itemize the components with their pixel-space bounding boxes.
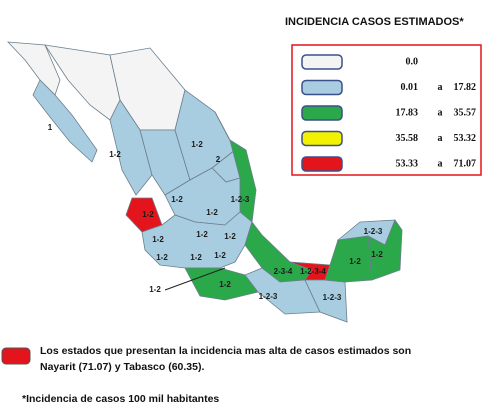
- note-line: Los estados que presentan la incidencia …: [40, 345, 411, 357]
- legend-title: INCIDENCIA CASOS ESTIMADOS*: [285, 16, 464, 28]
- legend-swatch: [301, 79, 343, 96]
- state-label: 1-2: [214, 251, 226, 260]
- state-labels: 1 1-2 1-2 2 1-2-3 1-2 1-2 1-2 1-2 1-2 1-2 1-2 1-2 1-2…: [48, 123, 384, 302]
- state-label: 1-2: [149, 285, 161, 294]
- legend-min: 35.58: [396, 133, 419, 144]
- legend-sep: a: [438, 82, 443, 93]
- footnote: *Incidencia de casos 100 mil habitantes: [22, 393, 219, 405]
- state-label: 2-3-4: [274, 267, 293, 276]
- state-label: 1-2: [152, 235, 164, 244]
- state-label: 1-2: [371, 250, 383, 259]
- legend-min: 0.0: [406, 56, 419, 67]
- note-swatch: [1, 347, 31, 365]
- state-label: 1-2-3: [259, 292, 278, 301]
- state-label: 1-2: [156, 253, 168, 262]
- state: [367, 219, 403, 281]
- state-label: 1-2: [171, 195, 183, 204]
- state: [304, 279, 348, 323]
- state-label: 1-2: [224, 232, 236, 241]
- legend-sep: a: [438, 107, 443, 118]
- legend-sep: a: [438, 158, 443, 169]
- note-line: Nayarit (71.07) y Tabasco (60.35).: [40, 361, 204, 373]
- legend-max: 17.82: [454, 82, 477, 93]
- legend-swatch: [301, 105, 343, 121]
- state-label: 1-2: [349, 257, 361, 266]
- legend-sep: a: [438, 133, 443, 144]
- state-label: 1: [48, 123, 53, 132]
- legend-max: 53.32: [454, 133, 477, 144]
- legend-min: 53.33: [396, 158, 419, 169]
- legend: 0.0 0.01 a 17.82 17.83 a 35.57 35.58 a 53.32 53.33…: [301, 54, 477, 172]
- state-label: 1-2: [142, 210, 154, 219]
- map: [6, 41, 403, 323]
- legend-max: 71.07: [454, 158, 477, 169]
- state-label: 1-2-3: [364, 227, 383, 236]
- state: [32, 79, 98, 163]
- state-label: 1-2-3-4: [300, 267, 326, 276]
- legend-swatch: [301, 130, 343, 147]
- pointer-line: [164, 267, 226, 291]
- state-label: 1-2: [196, 230, 208, 239]
- legend-max: 35.57: [454, 107, 477, 118]
- state-label: 2: [216, 155, 221, 164]
- legend-min: 0.01: [401, 82, 419, 93]
- state-label: 1-2: [109, 150, 121, 159]
- legend-swatch: [301, 54, 343, 70]
- state-label: 1-2: [190, 253, 202, 262]
- state-label: 1-2-3: [231, 195, 250, 204]
- state-label: 1-2: [191, 140, 203, 149]
- legend-min: 17.83: [396, 107, 419, 118]
- state-label: 1-2: [206, 208, 218, 217]
- state-label: 1-2-3: [323, 293, 342, 302]
- legend-swatch: [301, 156, 343, 172]
- state-label: 1-2: [219, 280, 231, 289]
